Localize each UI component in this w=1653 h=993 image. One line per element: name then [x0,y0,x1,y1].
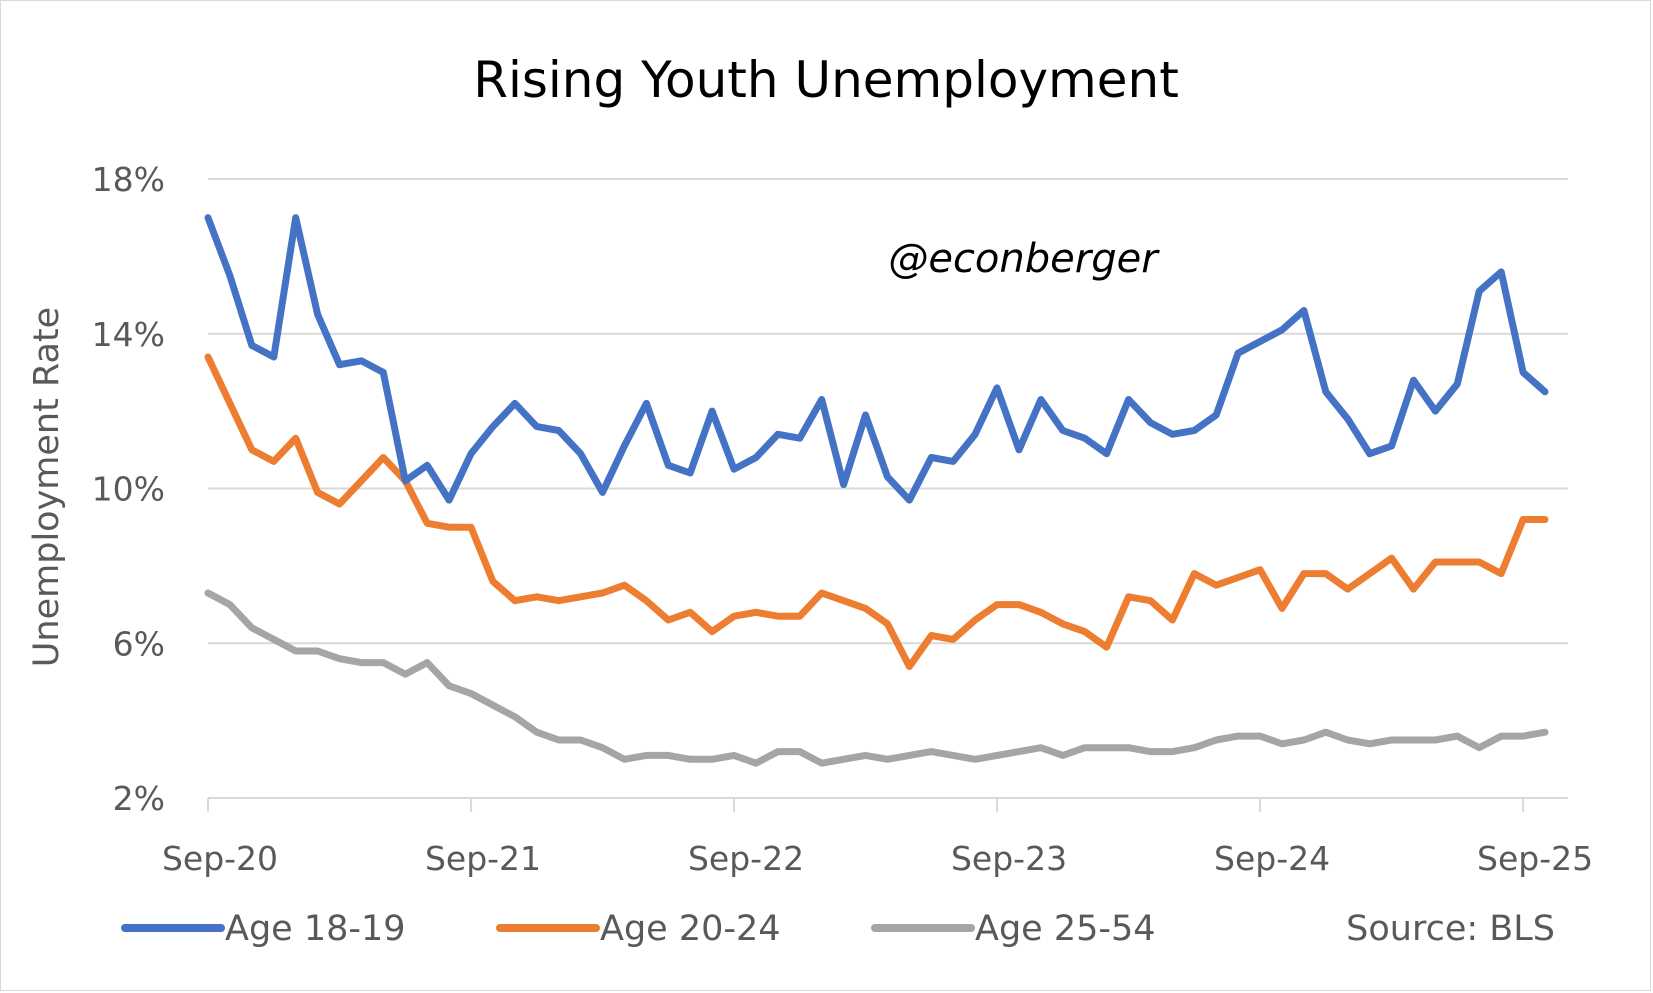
watermark-annotation: @econberger [888,236,1160,282]
x-tick-label: Sep-23 [951,839,1067,878]
x-tick-label: Sep-22 [688,839,804,878]
x-tick-label: Sep-24 [1214,839,1330,878]
legend: Age 18-19 Age 20-24 Age 25-54 [121,909,1156,949]
legend-label: Age 18-19 [225,909,406,949]
y-tick-label: 6% [113,624,165,663]
gridlines [208,178,1568,799]
x-axis-ticks: Sep-20 Sep-21 Sep-22 Sep-23 Sep-24 Sep-25 [162,798,1593,878]
x-tick-label: Sep-20 [162,839,278,878]
chart-title: Rising Youth Unemployment [473,51,1179,109]
y-tick-label: 10% [92,470,165,509]
y-tick-label: 14% [92,315,165,354]
series-lines [204,214,1549,767]
series-line-age-18-19 [204,214,1549,504]
x-tick-label: Sep-25 [1477,839,1593,878]
series-line-age-20-24 [204,353,1549,670]
legend-label: Age 25-54 [975,909,1156,949]
y-axis-label: Unemployment Rate [27,307,67,667]
legend-label: Age 20-24 [600,909,781,949]
x-tick-label: Sep-21 [425,839,541,878]
series-line-age-25-54 [204,589,1549,767]
y-tick-label: 2% [113,779,165,818]
source-note: Source: BLS [1346,909,1555,949]
y-axis-ticks: 2% 6% 10% 14% 18% [92,160,165,818]
y-tick-label: 18% [92,160,165,199]
